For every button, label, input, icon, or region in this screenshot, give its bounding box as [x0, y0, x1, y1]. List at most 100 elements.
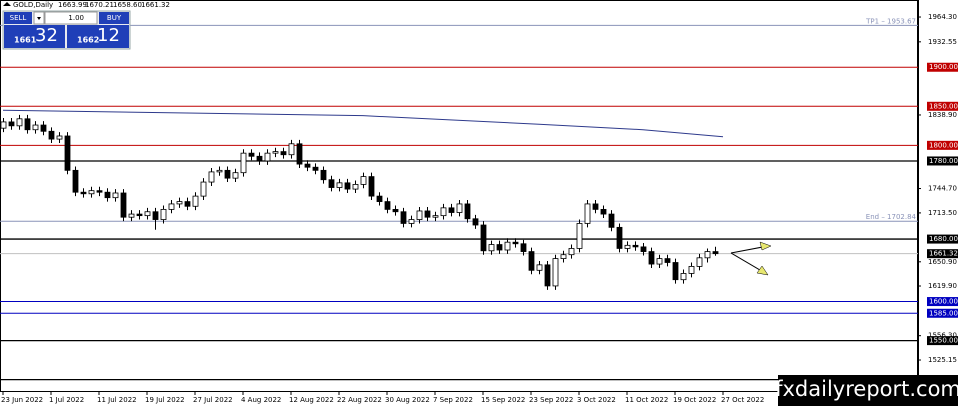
x-tick-label: 1 Jul 2022	[49, 396, 84, 404]
ohlc-open: 1663.99	[58, 1, 87, 9]
candle-body	[208, 171, 215, 183]
level-badge	[927, 101, 958, 111]
watermark-bg	[778, 375, 958, 406]
candle-body	[584, 203, 591, 224]
bid-box[interactable]	[4, 25, 65, 48]
candle-body	[248, 152, 255, 157]
y-tick-label: 1650.90	[928, 258, 957, 266]
candles	[0, 114, 719, 290]
candle-body	[320, 169, 327, 181]
candle-body	[360, 176, 367, 185]
candle-body	[96, 190, 103, 193]
candle-body	[0, 121, 7, 129]
candle-body	[128, 213, 135, 218]
arrow-head	[756, 265, 769, 276]
lots-input[interactable]	[44, 11, 98, 25]
level-badge-label: 1550.00	[929, 337, 958, 345]
candle-body	[496, 244, 503, 251]
x-tick-label: 23 Sep 2022	[529, 396, 573, 404]
candle-body	[280, 151, 287, 156]
candle-body	[72, 169, 79, 193]
candle-body	[144, 211, 151, 217]
x-tick-label: 12 Aug 2022	[289, 396, 334, 404]
candle-body	[304, 163, 311, 168]
candle-body	[712, 251, 719, 255]
candle-body	[56, 135, 63, 140]
ask-box[interactable]	[67, 25, 129, 48]
y-tick-label: 1744.70	[928, 185, 957, 193]
candle-body	[88, 190, 95, 195]
x-tick-label: 4 Aug 2022	[241, 396, 281, 404]
candle-body	[368, 176, 375, 197]
x-tick-label: 3 Oct 2022	[577, 396, 616, 404]
header-icon	[3, 2, 11, 6]
x-tick-label: 19 Jul 2022	[145, 396, 185, 404]
level-badge-label: 1680.00	[929, 235, 958, 243]
level-badge	[927, 234, 958, 244]
candle-body	[576, 223, 583, 249]
candle-body	[672, 262, 679, 281]
trade-panel: SELL 1.00 BUY 1661 32 1662 12	[2, 10, 131, 50]
candle-body	[448, 207, 455, 213]
y-tick-label: 1838.90	[928, 111, 957, 119]
candle-body	[424, 210, 431, 218]
candle-body	[8, 121, 15, 127]
ohlc-close: 1661.32	[141, 1, 170, 9]
candle-body	[184, 201, 191, 207]
x-tick-label: 19 Oct 2022	[673, 396, 716, 404]
candle-body	[168, 203, 175, 210]
candle-body	[152, 211, 159, 220]
x-tick-label: 27 Oct 2022	[721, 396, 764, 404]
candle-body	[608, 213, 615, 228]
candle-body	[680, 273, 687, 281]
ohlc-low: 1658.60	[113, 1, 142, 9]
arrow-head	[759, 241, 772, 251]
candle-body	[216, 169, 223, 173]
level-badge	[927, 249, 958, 259]
candle-body	[472, 218, 479, 226]
candle-body	[176, 201, 183, 205]
candle-body	[64, 135, 71, 171]
plot-frame	[0, 0, 918, 392]
symbol: GOLD,Daily	[13, 1, 53, 9]
candle-body	[688, 266, 695, 274]
y-tick-label: 1556.30	[928, 332, 957, 340]
candle-body	[488, 244, 495, 252]
level-label: End – 1702.84	[866, 213, 917, 221]
dropdown-arrow	[37, 17, 41, 20]
candle-body	[24, 118, 31, 131]
sell-button[interactable]	[4, 12, 32, 24]
lots-value: 1.00	[68, 14, 84, 22]
level-badge	[927, 62, 958, 72]
candle-body	[232, 172, 239, 179]
level-badge	[927, 156, 958, 166]
bid-small: 32	[35, 25, 58, 46]
buy-button[interactable]	[99, 12, 129, 24]
header: GOLD,Daily 1663.99 1670.21 1658.60 1661.…	[3, 1, 170, 9]
y-tick-label: 1525.15	[928, 356, 957, 364]
candle-body	[640, 246, 647, 252]
level-badge-label: 1850.00	[929, 102, 958, 110]
level-badge	[927, 336, 958, 346]
candle-body	[592, 203, 599, 210]
y-tick-label: 1619.90	[928, 282, 957, 290]
x-axis: 23 Jun 2022 1 Jul 2022 11 Jul 2022 19 Jul 2…	[1, 392, 764, 404]
levels: TP1 – 1953.67 End – 1702.84	[0, 17, 918, 381]
candle-body	[624, 244, 631, 249]
y-tick-label: 1713.50	[928, 209, 957, 217]
candle-body	[384, 201, 391, 210]
candle-body	[48, 130, 55, 140]
candle-body	[32, 124, 39, 131]
watermark: fxdailyreport.com	[775, 377, 958, 401]
candle-body	[632, 244, 639, 248]
x-tick-label: 30 Aug 2022	[385, 396, 430, 404]
candle-body	[504, 241, 511, 251]
level-label: TP1 – 1953.67	[865, 17, 916, 25]
candle-body	[552, 258, 559, 287]
bid-big: 1661	[14, 36, 37, 45]
candle-body	[288, 143, 295, 156]
level-badge-label: 1900.00	[929, 63, 958, 71]
ask-small: 12	[97, 25, 120, 46]
candle-body	[656, 258, 663, 265]
candle-body	[600, 208, 607, 215]
